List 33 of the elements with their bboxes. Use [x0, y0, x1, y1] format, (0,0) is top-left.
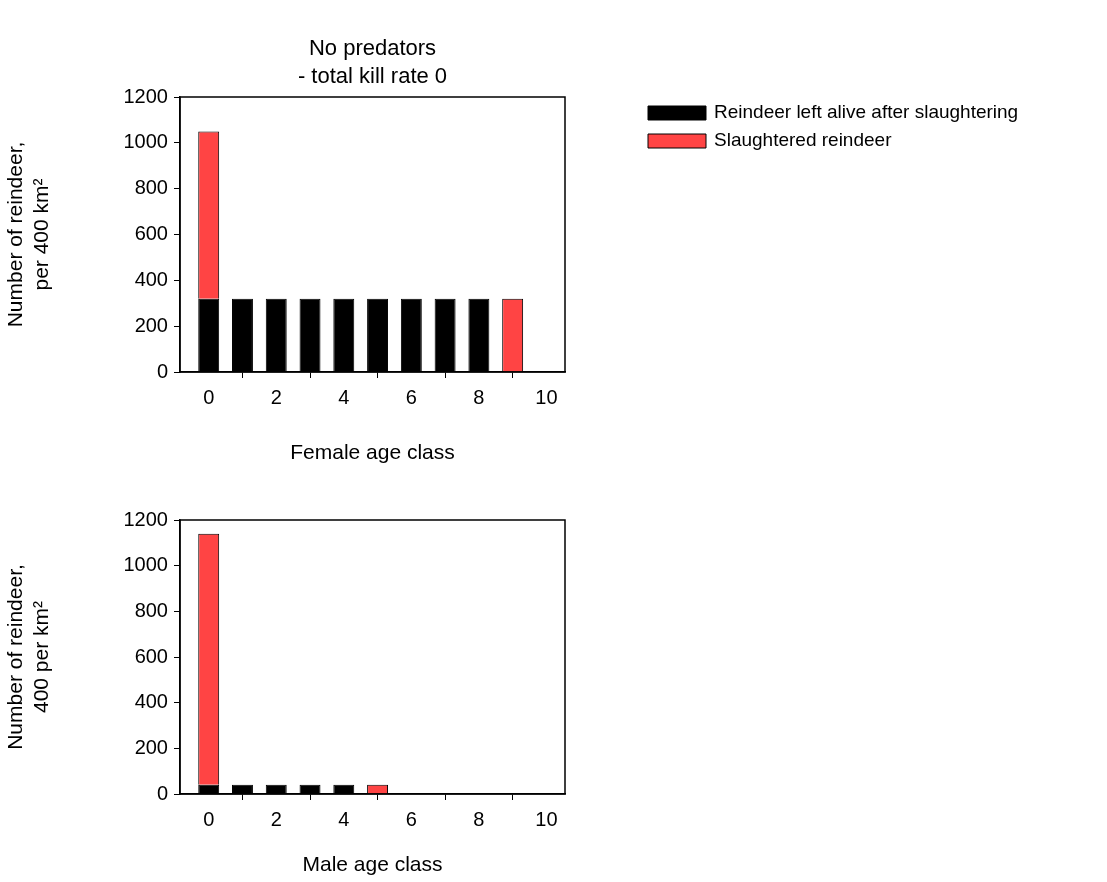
y-tick-label: 0 — [156, 359, 168, 382]
x-tick-label: 8 — [473, 807, 485, 830]
y-tick-label: 800 — [134, 598, 168, 621]
x-tick-label: 6 — [405, 385, 417, 408]
y-tick-label: 1000 — [123, 553, 168, 576]
y-tick-label: 200 — [134, 735, 168, 758]
y-tick-label: 1200 — [123, 507, 168, 530]
y-tick-label: 400 — [134, 690, 168, 713]
y-tick-label: 0 — [156, 781, 168, 804]
x-tick-label: 0 — [203, 807, 215, 830]
x-tick-label: 2 — [270, 385, 282, 408]
y-tick-label: 800 — [134, 176, 168, 199]
y-tick-label: 400 — [134, 267, 168, 290]
x-tick-label: 4 — [338, 385, 350, 408]
x-tick-label: 6 — [405, 807, 417, 830]
x-tick-label: 4 — [338, 807, 350, 830]
y-axis-title: Number of reindeer, per 400 km² — [3, 141, 52, 328]
x-axis-title: Female age class — [290, 440, 455, 464]
y-tick-label: 600 — [134, 644, 168, 667]
x-tick-label: 2 — [270, 807, 282, 830]
y-tick-label: 200 — [134, 313, 168, 336]
x-tick-label: 10 — [535, 385, 558, 408]
x-tick-label: 10 — [535, 807, 558, 830]
x-tick-label: 0 — [203, 385, 215, 408]
x-axis-title: Male age class — [302, 852, 443, 876]
chart-title: No predators - total kill rate 0 — [297, 35, 448, 88]
y-tick-label: 1000 — [123, 130, 168, 153]
y-axis-title: Number of reindeer, 400 per km² — [3, 564, 52, 750]
legend-label: Slaughtered reindeer — [714, 129, 893, 151]
x-tick-label: 8 — [473, 385, 485, 408]
y-tick-label: 600 — [134, 222, 168, 245]
legend-label: Reindeer left alive after slaughtering — [714, 101, 1019, 123]
y-tick-label: 1200 — [123, 84, 168, 107]
